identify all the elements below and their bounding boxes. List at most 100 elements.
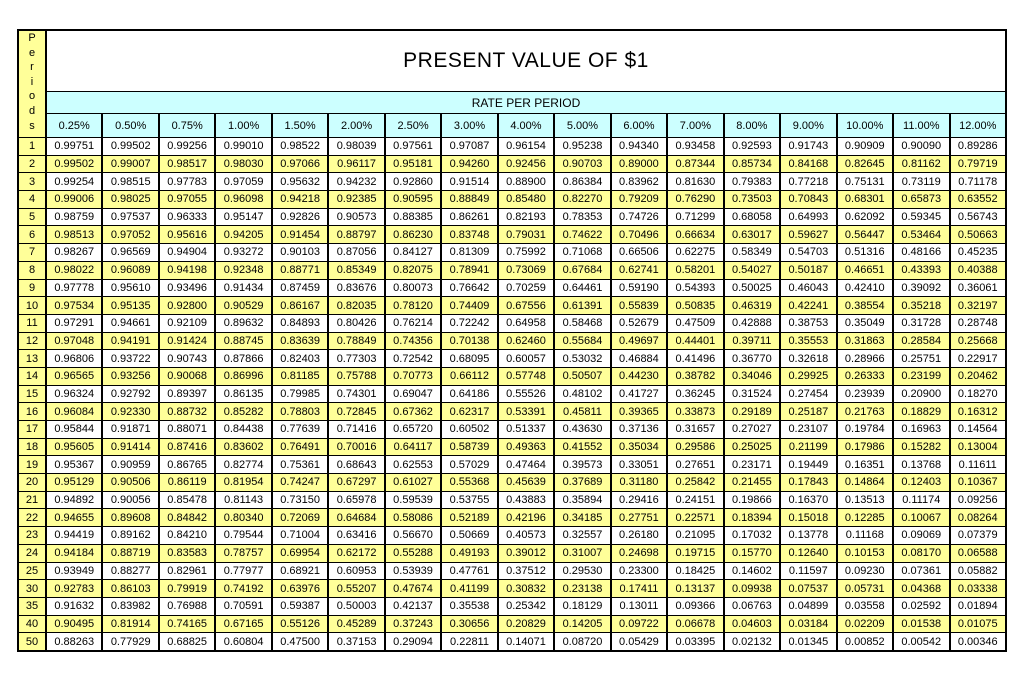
period-cell: 3	[17, 172, 47, 192]
pv-cell: 0.56743	[948, 207, 1007, 227]
pv-cell: 0.81143	[214, 490, 273, 510]
pv-cell: 0.68095	[440, 349, 499, 368]
pv-cell: 0.09722	[609, 614, 668, 634]
pv-cell: 0.85282	[214, 402, 273, 421]
pv-cell: 0.88719	[101, 543, 160, 563]
table-row: 30 0.92783 0.86103 0.79919 0.74192 0.63976 0.5…	[17, 579, 1007, 598]
pv-cell: 0.64958	[496, 313, 555, 333]
pv-cell: 0.58201	[666, 260, 725, 280]
pv-cell: 0.98522	[270, 137, 329, 156]
pv-cell: 0.24698	[609, 543, 668, 563]
pv-cell: 0.04603	[722, 614, 781, 634]
pv-cell: 0.00346	[948, 632, 1007, 652]
pv-cell: 0.10067	[892, 508, 951, 528]
pv-cell: 0.12403	[892, 473, 951, 492]
pv-cell: 0.99006	[44, 190, 103, 209]
period-cell: 24	[17, 543, 47, 563]
pv-cell: 0.92860	[383, 172, 442, 192]
pv-cell: 0.88071	[157, 420, 216, 439]
pv-cell: 0.74726	[609, 207, 668, 227]
pv-cell: 0.95632	[270, 172, 329, 192]
pv-cell: 0.90495	[44, 614, 103, 634]
pv-cell: 0.14564	[948, 420, 1007, 439]
pv-cell: 0.03338	[948, 579, 1007, 598]
pv-cell: 0.97534	[44, 296, 103, 315]
pv-cell: 0.87344	[666, 154, 725, 174]
table-row: 5 0.98759 0.97537 0.96333 0.95147 0.92826 0.90…	[17, 207, 1007, 227]
pv-cell: 0.23107	[779, 420, 838, 439]
pv-cell: 0.45639	[496, 473, 555, 492]
pv-cell: 0.11597	[779, 561, 838, 581]
pv-cell: 0.50507	[553, 366, 612, 386]
pv-cell: 0.94218	[270, 190, 329, 209]
pv-cell: 0.83676	[327, 278, 386, 298]
pv-cell: 0.50669	[440, 526, 499, 545]
pv-cell: 0.21455	[722, 473, 781, 492]
pv-cell: 0.15018	[779, 508, 838, 528]
table-row: 1 0.99751 0.99502 0.99256 0.99010 0.98522 0.98…	[17, 137, 1007, 156]
table-row: 7 0.98267 0.96569 0.94904 0.93272 0.90103 0.87…	[17, 243, 1007, 262]
pv-cell: 0.72845	[327, 402, 386, 421]
pv-cell: 0.98022	[44, 260, 103, 280]
pv-cell: 0.39573	[553, 455, 612, 475]
pv-cell: 0.68301	[835, 190, 894, 209]
pv-cell: 0.96333	[157, 207, 216, 227]
period-cell: 16	[17, 402, 47, 421]
pv-cell: 0.79031	[496, 225, 555, 245]
pv-cell: 0.75788	[327, 366, 386, 386]
pv-cell: 0.99751	[44, 137, 103, 156]
pv-cell: 0.82035	[327, 296, 386, 315]
pv-cell: 0.59627	[779, 225, 838, 245]
period-cell: 7	[17, 243, 47, 262]
pv-cell: 0.95129	[44, 473, 103, 492]
pv-cell: 0.39092	[892, 278, 951, 298]
pv-cell: 0.80073	[383, 278, 442, 298]
pv-cell: 0.45235	[948, 243, 1007, 262]
pv-cell: 0.94205	[214, 225, 273, 245]
rate-per-period-label: RATE PER PERIOD	[45, 91, 1007, 114]
pv-cell: 0.54393	[666, 278, 725, 298]
pv-cell: 0.78757	[214, 543, 273, 563]
pv-cell: 0.74409	[440, 296, 499, 315]
table-row: 20 0.95129 0.90506 0.86119 0.81954 0.74247 0.6…	[17, 473, 1007, 492]
pv-cell: 0.06678	[666, 614, 725, 634]
pv-cell: 0.13011	[609, 596, 668, 616]
pv-cell: 0.06763	[722, 596, 781, 616]
pv-cell: 0.93722	[101, 349, 160, 368]
pv-cell: 0.83639	[270, 331, 329, 351]
pv-cell: 0.90506	[101, 473, 160, 492]
rate-band-row: RATE PER PERIOD	[18, 91, 1007, 114]
pv-cell: 0.72069	[270, 508, 329, 528]
pv-cell: 0.95844	[44, 420, 103, 439]
period-cell: 20	[17, 473, 47, 492]
period-cell: 30	[17, 579, 47, 598]
period-cell: 8	[17, 260, 47, 280]
table-row: 17 0.95844 0.91871 0.88071 0.84438 0.77639 0.7…	[17, 420, 1007, 439]
pv-cell: 0.90909	[835, 137, 894, 156]
pv-cell: 0.26333	[835, 366, 894, 386]
rate-header: 10.00%	[835, 113, 894, 138]
pv-cell: 0.91424	[157, 331, 216, 351]
pv-cell: 0.28584	[892, 331, 951, 351]
pv-cell: 0.97778	[44, 278, 103, 298]
pv-cell: 0.94191	[101, 331, 160, 351]
pv-cell: 0.50187	[779, 260, 838, 280]
pv-cell: 0.96806	[44, 349, 103, 368]
pv-cell: 0.51337	[496, 420, 555, 439]
pv-cell: 0.58349	[722, 243, 781, 262]
pv-cell: 0.42137	[383, 596, 442, 616]
period-cell: 22	[17, 508, 47, 528]
pv-cell: 0.99010	[214, 137, 273, 156]
pv-cell: 0.07361	[892, 561, 951, 581]
pv-cell: 0.85480	[496, 190, 555, 209]
pv-cell: 0.53032	[553, 349, 612, 368]
pv-cell: 0.53464	[892, 225, 951, 245]
pv-cell: 0.19715	[666, 543, 725, 563]
pv-cell: 0.11174	[892, 490, 951, 510]
pv-cell: 0.61391	[553, 296, 612, 315]
period-cell: 5	[17, 207, 47, 227]
pv-cell: 0.96098	[214, 190, 273, 209]
period-cell: 19	[17, 455, 47, 475]
